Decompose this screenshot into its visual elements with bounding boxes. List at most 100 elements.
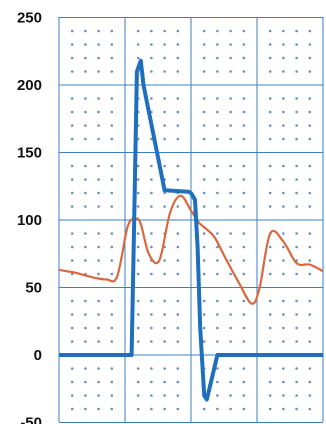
grid-dot xyxy=(176,259,180,262)
grid-dot xyxy=(84,259,87,262)
grid-dot xyxy=(295,70,298,73)
grid-dot xyxy=(242,313,246,316)
grid-dot xyxy=(84,124,87,127)
grid-dot xyxy=(295,394,298,397)
grid-dot xyxy=(268,56,272,60)
grid-dot xyxy=(229,205,232,208)
grid-dot xyxy=(216,326,219,330)
grid-dot xyxy=(229,56,232,60)
y-axis-tick-labels: -50 0 50 100 150 200 250 xyxy=(17,10,42,424)
grid-dot xyxy=(229,407,232,411)
grid-dot xyxy=(268,43,272,46)
grid-dot xyxy=(282,43,285,46)
grid-dot xyxy=(295,97,298,100)
grid-dot xyxy=(150,326,153,330)
grid-dot xyxy=(229,97,232,100)
grid-dot xyxy=(176,56,180,60)
grid-dot xyxy=(97,70,100,73)
grid-dot xyxy=(242,394,246,397)
grid-dot xyxy=(282,205,285,208)
grid-dot xyxy=(136,272,140,276)
grid-dot xyxy=(84,164,87,168)
grid-dot xyxy=(136,178,140,181)
grid-dot xyxy=(242,43,246,46)
grid-dot xyxy=(295,205,298,208)
grid-dot xyxy=(242,137,246,141)
grid-dot xyxy=(268,326,272,330)
grid-dot xyxy=(216,272,219,276)
grid-dot xyxy=(295,313,298,316)
grid-dot xyxy=(110,164,114,168)
grid-dot xyxy=(268,272,272,276)
grid-dot xyxy=(202,326,206,330)
grid-dot xyxy=(110,272,114,276)
grid-dot xyxy=(282,245,285,249)
grid-dot xyxy=(216,232,219,235)
grid-dot xyxy=(110,110,114,114)
grid-dot xyxy=(216,299,219,303)
grid-dot xyxy=(176,232,180,235)
grid-dot xyxy=(202,29,206,33)
grid-dot xyxy=(229,245,232,249)
grid-dot xyxy=(229,340,232,343)
grid-dot xyxy=(110,178,114,181)
grid-dot xyxy=(110,340,114,343)
grid-dot xyxy=(176,367,180,370)
grid-dot xyxy=(229,272,232,276)
grid-dot xyxy=(282,407,285,411)
grid-dot xyxy=(84,245,87,249)
grid-dot xyxy=(268,137,272,141)
grid-dot xyxy=(136,232,140,235)
grid-dot xyxy=(308,394,312,397)
grid-dot xyxy=(229,367,232,370)
grid-dot xyxy=(176,299,180,303)
grid-dot xyxy=(282,191,285,195)
grid-dot xyxy=(110,259,114,262)
grid-dot xyxy=(84,380,87,384)
grid-dot xyxy=(110,56,114,60)
grid-dot xyxy=(150,367,153,370)
grid-dot xyxy=(84,326,87,330)
grid-dot xyxy=(97,110,100,114)
grid-dot xyxy=(97,97,100,100)
grid-dot xyxy=(308,191,312,195)
grid-dot xyxy=(110,137,114,141)
grid-dot xyxy=(308,56,312,60)
grid-dot xyxy=(268,110,272,114)
grid-dot xyxy=(295,56,298,60)
grid-dot xyxy=(202,43,206,46)
grid-dot xyxy=(268,259,272,262)
grid-dot xyxy=(295,178,298,181)
grid-dot xyxy=(242,272,246,276)
grid-dot xyxy=(176,124,180,127)
grid-dot xyxy=(70,137,74,141)
grid-dot xyxy=(202,245,206,249)
grid-dot xyxy=(163,191,166,195)
grid-dot xyxy=(136,367,140,370)
grid-dot xyxy=(150,178,153,181)
grid-dot xyxy=(70,70,74,73)
grid-dot xyxy=(97,380,100,384)
grid-dot xyxy=(282,56,285,60)
grid-dot xyxy=(176,137,180,141)
grid-dot xyxy=(163,29,166,33)
grid-dot xyxy=(295,43,298,46)
grid-dot xyxy=(202,178,206,181)
grid-dot xyxy=(308,124,312,127)
grid-dot xyxy=(282,110,285,114)
grid-dot xyxy=(163,205,166,208)
grid-dot xyxy=(176,394,180,397)
grid-dot xyxy=(295,380,298,384)
grid-dot xyxy=(216,367,219,370)
grid-dot xyxy=(136,259,140,262)
grid-dot xyxy=(308,70,312,73)
grid-dot xyxy=(176,407,180,411)
grid-dot xyxy=(242,164,246,168)
grid-dot xyxy=(110,367,114,370)
grid-dot xyxy=(136,313,140,316)
grid-dot xyxy=(110,299,114,303)
grid-dot xyxy=(242,367,246,370)
grid-dot xyxy=(295,191,298,195)
grid-dot xyxy=(229,299,232,303)
grid-dot xyxy=(70,29,74,33)
